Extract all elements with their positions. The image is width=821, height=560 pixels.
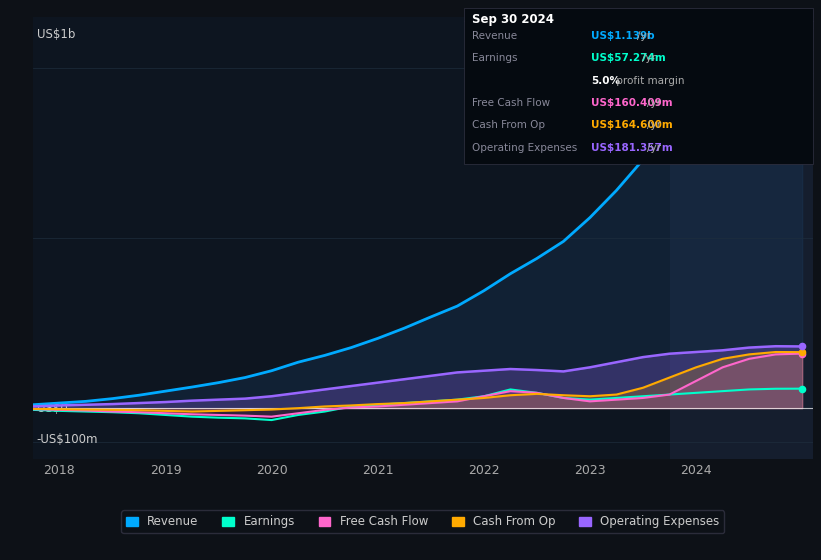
- Text: /yr: /yr: [637, 31, 651, 41]
- Text: US$1.139b: US$1.139b: [591, 31, 654, 41]
- Text: /yr: /yr: [647, 143, 661, 153]
- Text: profit margin: profit margin: [613, 76, 685, 86]
- Text: Free Cash Flow: Free Cash Flow: [472, 98, 550, 108]
- Text: /yr: /yr: [647, 120, 661, 130]
- Text: /yr: /yr: [647, 98, 661, 108]
- Text: /yr: /yr: [642, 53, 656, 63]
- Text: Revenue: Revenue: [472, 31, 517, 41]
- Text: Cash From Op: Cash From Op: [472, 120, 545, 130]
- Point: [796, 342, 809, 351]
- Point: [796, 349, 809, 358]
- Text: Earnings: Earnings: [472, 53, 517, 63]
- Point: [796, 16, 809, 25]
- Text: US$0: US$0: [37, 402, 67, 415]
- Text: 5.0%: 5.0%: [591, 76, 620, 86]
- Text: US$181.357m: US$181.357m: [591, 143, 673, 153]
- Text: -US$100m: -US$100m: [37, 433, 99, 446]
- Point: [796, 384, 809, 393]
- Text: US$160.409m: US$160.409m: [591, 98, 672, 108]
- Text: Operating Expenses: Operating Expenses: [472, 143, 577, 153]
- Text: Sep 30 2024: Sep 30 2024: [472, 13, 554, 26]
- Text: US$164.600m: US$164.600m: [591, 120, 673, 130]
- Point: [796, 348, 809, 357]
- Text: US$1b: US$1b: [37, 28, 75, 41]
- Text: US$57.274m: US$57.274m: [591, 53, 666, 63]
- Legend: Revenue, Earnings, Free Cash Flow, Cash From Op, Operating Expenses: Revenue, Earnings, Free Cash Flow, Cash …: [122, 511, 724, 533]
- Bar: [670, 17, 813, 459]
